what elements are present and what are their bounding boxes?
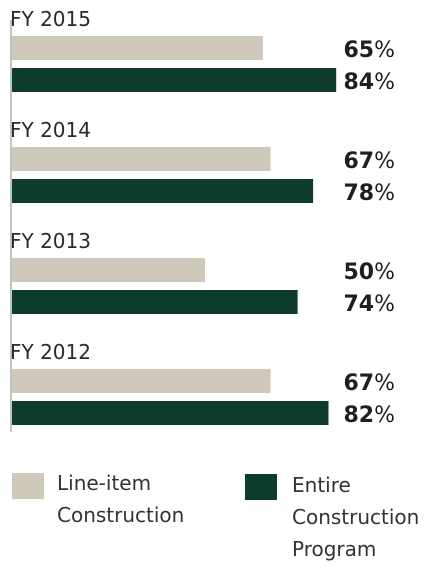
legend-item: Line-item Construction (12, 471, 184, 527)
bar-group: FY 2012 67% 82% (10, 340, 395, 428)
bar-group: FY 2014 67% 78% (10, 118, 395, 206)
category-label: FY 2015 (10, 7, 91, 31)
value-label: 78% (343, 181, 395, 206)
legend-label: Construction (57, 503, 184, 527)
legend-label: Construction (292, 505, 419, 529)
bar-line-item (12, 258, 205, 282)
chart-legend: Line-item Construction Entire Construction P… (12, 471, 419, 561)
legend-item: Entire Construction Program (245, 473, 419, 561)
value-label: 65% (343, 38, 395, 63)
legend-label: Program (292, 537, 376, 561)
category-label: FY 2014 (10, 118, 91, 142)
category-label: FY 2013 (10, 229, 91, 253)
legend-swatch (245, 474, 277, 500)
value-label: 67% (343, 149, 395, 174)
legend-label: Entire (292, 473, 351, 497)
legend-swatch (12, 473, 44, 499)
legend-label: Line-item (57, 471, 151, 495)
bar-entire-program (12, 290, 298, 314)
value-label: 84% (343, 70, 395, 95)
bar-line-item (12, 147, 271, 171)
bar-group: FY 2013 50% 74% (10, 229, 395, 317)
bar-group: FY 2015 65% 84% (10, 7, 395, 95)
bar-entire-program (12, 401, 329, 425)
value-label: 74% (343, 292, 395, 317)
bar-line-item (12, 369, 271, 393)
bar-entire-program (12, 179, 314, 203)
value-label: 82% (343, 403, 395, 428)
category-label: FY 2012 (10, 340, 91, 364)
bar-line-item (12, 36, 263, 60)
value-label: 50% (343, 260, 395, 285)
bar-entire-program (12, 68, 337, 92)
value-label: 67% (343, 371, 395, 396)
